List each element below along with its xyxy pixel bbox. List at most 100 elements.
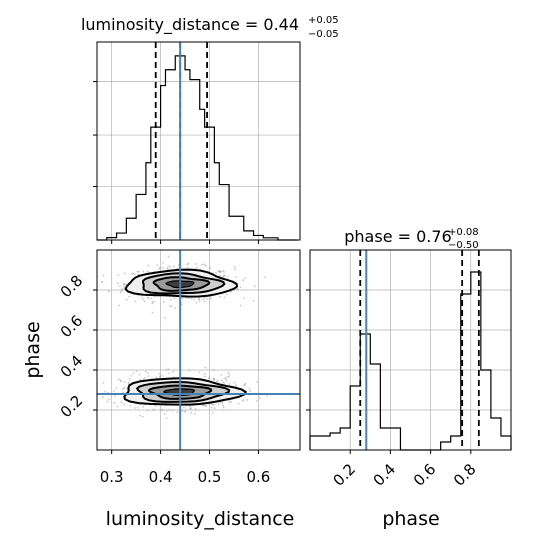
sample-point <box>184 409 187 412</box>
sample-point <box>228 382 231 385</box>
sample-point <box>222 270 225 272</box>
sample-point <box>203 297 206 299</box>
sample-point <box>233 266 236 268</box>
contour-xtick-label: 0.6 <box>246 468 270 486</box>
sample-point <box>225 379 228 382</box>
contour-ytick-label: 0.2 <box>57 392 87 422</box>
sample-point <box>181 297 184 300</box>
phase-histogram-ticks: 0.2 0.4 0.6 0.8 <box>306 289 480 490</box>
sample-point <box>135 370 138 372</box>
sample-point <box>203 404 206 407</box>
sample-point <box>103 390 106 393</box>
sample-point <box>167 265 170 268</box>
sample-point <box>194 408 197 410</box>
sample-point <box>230 290 232 293</box>
sample-point <box>134 407 136 409</box>
sample-point <box>190 411 193 414</box>
sample-point <box>252 299 255 302</box>
sample-point <box>222 274 225 277</box>
sample-point <box>167 368 170 371</box>
luminosity-distance-quantile-lines <box>154 42 208 240</box>
sample-point <box>242 279 245 282</box>
sample-point <box>227 375 230 378</box>
sample-point <box>116 282 119 285</box>
sample-point <box>224 274 226 277</box>
sample-point <box>147 372 150 375</box>
sample-point <box>141 296 144 299</box>
sample-point <box>142 270 145 273</box>
sample-point <box>220 379 223 382</box>
sample-point <box>209 296 212 298</box>
sample-point <box>165 369 168 371</box>
sample-point <box>202 298 205 301</box>
sample-point <box>123 380 126 383</box>
sample-point <box>125 388 128 391</box>
sample-point <box>235 384 238 387</box>
sample-point <box>255 400 258 402</box>
sample-point <box>137 294 139 297</box>
sample-point <box>161 266 164 269</box>
sample-point <box>120 380 122 383</box>
sample-point <box>172 370 175 373</box>
sample-point <box>165 417 168 420</box>
sample-point <box>143 300 146 303</box>
luminosity-distance-histogram-ticks <box>93 81 259 244</box>
sample-point <box>193 298 196 301</box>
sample-point <box>101 396 104 398</box>
phase-quantile-lines <box>359 250 480 450</box>
sample-point <box>189 407 192 410</box>
sample-point <box>204 264 207 267</box>
sample-point <box>253 285 256 288</box>
sample-point <box>198 371 200 374</box>
sample-point <box>167 255 170 258</box>
sample-point <box>228 373 231 376</box>
sample-point <box>217 270 220 272</box>
sample-point <box>100 281 103 283</box>
sample-point <box>211 412 214 414</box>
sample-point <box>228 401 231 404</box>
sample-point <box>150 297 153 300</box>
sample-point <box>147 375 150 378</box>
phase-title-sup: +0.08 <box>448 227 479 238</box>
luminosity-distance-title: luminosity_distance = 0.44 <box>81 15 299 35</box>
sample-point <box>117 274 120 276</box>
sample-point <box>248 387 251 390</box>
sample-point <box>123 286 125 288</box>
sample-point <box>195 301 198 304</box>
contour-xtick-label: 0.5 <box>198 468 222 486</box>
sample-point <box>102 274 105 277</box>
sample-point <box>213 407 216 410</box>
sample-point <box>170 298 172 301</box>
sample-point <box>151 302 154 305</box>
phase-histogram-steps <box>309 271 512 451</box>
sample-point <box>217 402 220 405</box>
sample-point <box>123 272 126 275</box>
luminosity-distance-histogram-frame <box>96 41 301 241</box>
sample-point <box>239 304 242 307</box>
sample-point <box>172 409 175 412</box>
sample-point <box>173 297 176 300</box>
sample-point <box>122 387 125 390</box>
sample-point <box>122 391 125 394</box>
contour-truth-lines <box>97 250 300 450</box>
sample-point <box>119 284 121 287</box>
sample-point <box>69 390 71 392</box>
sample-point <box>113 389 116 392</box>
sample-point <box>106 401 109 403</box>
sample-point <box>198 300 201 302</box>
sample-point <box>176 411 179 413</box>
sample-point <box>187 297 190 300</box>
sample-point <box>120 290 123 292</box>
sample-point <box>203 263 206 266</box>
sample-point <box>168 408 171 411</box>
sample-point <box>222 406 225 409</box>
sample-point <box>152 408 155 411</box>
sample-point <box>130 273 133 276</box>
sample-point <box>91 388 93 390</box>
sample-point <box>230 400 233 403</box>
sample-point <box>142 298 145 301</box>
sample-point <box>154 404 157 407</box>
sample-point <box>108 290 110 293</box>
sample-point <box>129 405 132 407</box>
sample-point <box>136 270 139 273</box>
